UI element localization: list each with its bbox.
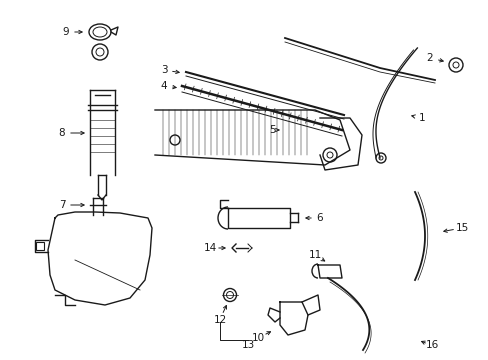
Text: 2: 2 xyxy=(426,53,432,63)
Text: 9: 9 xyxy=(62,27,69,37)
Text: 14: 14 xyxy=(203,243,216,253)
Bar xyxy=(36,242,44,250)
Text: 7: 7 xyxy=(59,200,65,210)
Text: 4: 4 xyxy=(161,81,167,91)
Text: 15: 15 xyxy=(454,223,468,233)
Text: 5: 5 xyxy=(268,125,275,135)
Text: 11: 11 xyxy=(308,250,321,260)
Text: 16: 16 xyxy=(425,340,438,350)
Text: 6: 6 xyxy=(316,213,323,223)
Text: 8: 8 xyxy=(59,128,65,138)
Text: 3: 3 xyxy=(161,65,167,75)
Text: 10: 10 xyxy=(251,333,264,343)
Text: 12: 12 xyxy=(213,315,226,325)
Text: 13: 13 xyxy=(241,340,254,350)
Text: 1: 1 xyxy=(418,113,425,123)
